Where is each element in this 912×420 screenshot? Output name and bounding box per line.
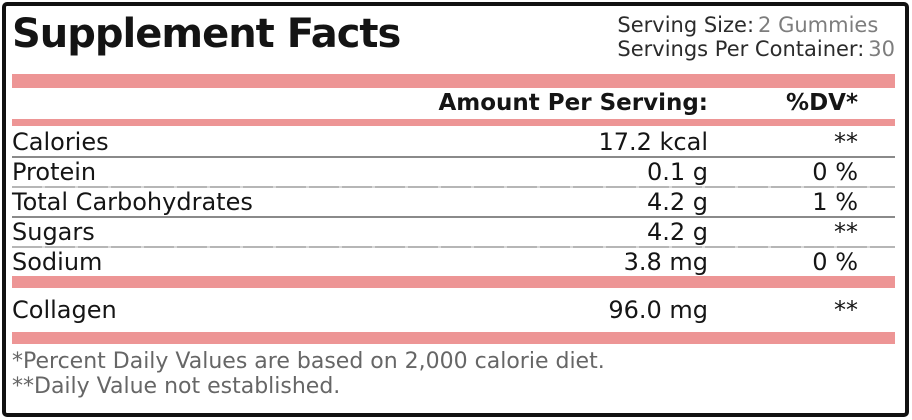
pink-divider-band-thin xyxy=(12,119,895,126)
table-row-calories: Calories 17.2 kcal ** xyxy=(12,128,895,156)
label-content: Supplement Facts Serving Size: 2 Gummies … xyxy=(12,8,895,399)
row-divider xyxy=(12,186,895,188)
row-divider xyxy=(12,156,895,158)
table-row-sugars: Sugars 4.2 g ** xyxy=(12,218,895,246)
serving-size-label: Serving Size: xyxy=(617,13,755,37)
nutrient-dv: 0 % xyxy=(812,248,858,276)
row-main: Sugars 4.2 g xyxy=(12,218,708,246)
row-divider xyxy=(12,216,895,218)
page-title: Supplement Facts xyxy=(12,11,401,57)
amount-header-cell: Amount Per Serving: xyxy=(12,91,708,115)
nutrient-name: Total Carbohydrates xyxy=(12,188,253,216)
footnote-percent-dv: *Percent Daily Values are based on 2,000… xyxy=(12,349,605,374)
nutrient-dv: 0 % xyxy=(812,158,858,186)
footnotes: *Percent Daily Values are based on 2,000… xyxy=(12,349,895,399)
nutrient-amount: 0.1 g xyxy=(646,158,708,186)
row-divider xyxy=(12,246,895,248)
servings-per-container-line: Servings Per Container: 30 xyxy=(617,37,895,61)
table-row-protein: Protein 0.1 g 0 % xyxy=(12,158,895,186)
nutrient-name: Calories xyxy=(12,128,109,156)
pink-divider-band xyxy=(12,332,895,344)
serving-size-value: 2 Gummies xyxy=(758,13,879,37)
row-main: Total Carbohydrates 4.2 g xyxy=(12,188,708,216)
nutrient-amount: 3.8 mg xyxy=(623,248,708,276)
nutrient-name: Sodium xyxy=(12,248,103,276)
footnote-dv-not-established: **Daily Value not established. xyxy=(12,374,341,399)
nutrient-name: Collagen xyxy=(12,296,117,324)
nutrient-dv: ** xyxy=(834,296,858,324)
row-main: Sodium 3.8 mg xyxy=(12,248,708,276)
nutrient-amount: 96.0 mg xyxy=(608,296,708,324)
servings-per-container-label: Servings Per Container: xyxy=(617,37,865,61)
nutrient-dv: 1 % xyxy=(812,188,858,216)
table-row-sodium: Sodium 3.8 mg 0 % xyxy=(12,248,895,276)
label-header: Supplement Facts Serving Size: 2 Gummies … xyxy=(12,8,895,74)
table-column-headers: Amount Per Serving: %DV* xyxy=(12,88,895,119)
nutrient-name: Protein xyxy=(12,158,97,186)
nutrient-dv: ** xyxy=(834,128,858,156)
nutrient-rows: Calories 17.2 kcal ** Protein 0.1 g 0 % … xyxy=(12,126,895,276)
amount-per-serving-header: Amount Per Serving: xyxy=(438,90,708,116)
row-main: Protein 0.1 g xyxy=(12,158,708,186)
supplement-rows: Collagen 96.0 mg ** xyxy=(12,288,895,332)
serving-size-line: Serving Size: 2 Gummies xyxy=(617,13,895,37)
row-main: Collagen 96.0 mg xyxy=(12,296,708,324)
nutrient-amount: 4.2 g xyxy=(646,188,708,216)
table-row-total-carbohydrates: Total Carbohydrates 4.2 g 1 % xyxy=(12,188,895,216)
row-main: Calories 17.2 kcal xyxy=(12,128,708,156)
nutrient-name: Sugars xyxy=(12,218,95,246)
pink-divider-band xyxy=(12,276,895,288)
nutrient-amount: 4.2 g xyxy=(646,218,708,246)
serving-info: Serving Size: 2 Gummies Servings Per Cont… xyxy=(617,8,895,61)
table-row-collagen: Collagen 96.0 mg ** xyxy=(12,296,895,324)
pink-divider-band xyxy=(12,74,895,88)
nutrient-dv: ** xyxy=(834,218,858,246)
percent-dv-header: %DV* xyxy=(786,90,858,116)
servings-per-container-value: 30 xyxy=(868,37,895,61)
nutrient-amount: 17.2 kcal xyxy=(598,128,708,156)
dv-header-cell: %DV* xyxy=(708,91,858,115)
